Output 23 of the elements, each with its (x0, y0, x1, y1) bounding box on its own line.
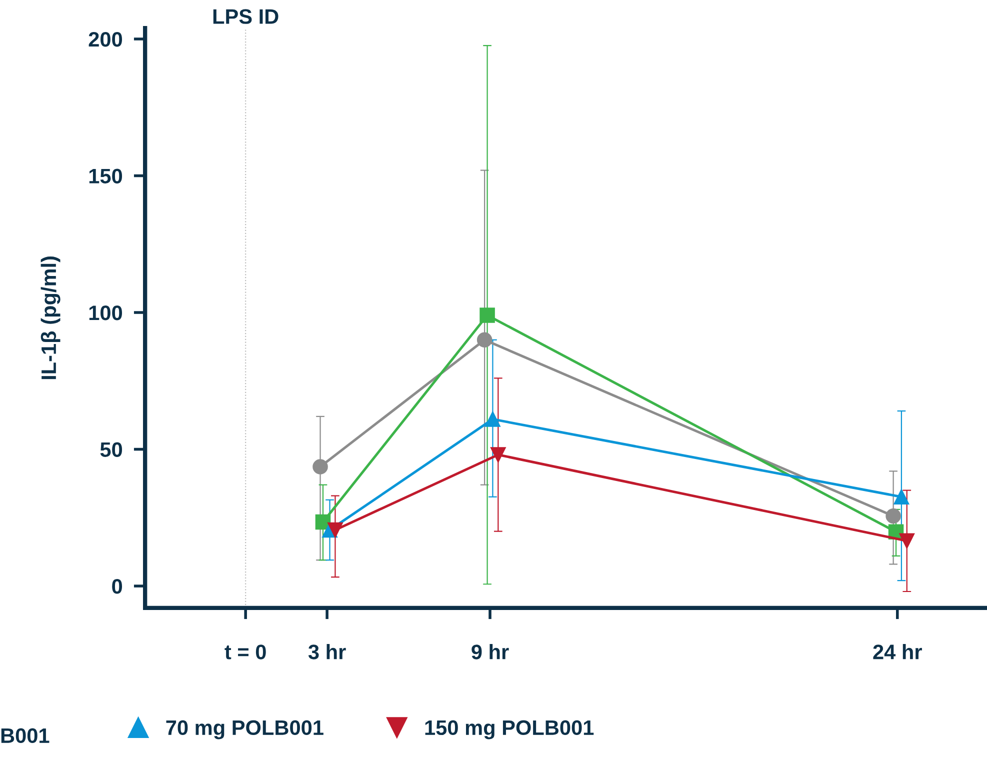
x-tick-label: 9 hr (472, 644, 509, 660)
x-tick-label: 24 hr (873, 644, 922, 660)
point (480, 308, 495, 323)
point (328, 522, 343, 538)
point (894, 489, 910, 505)
point (899, 533, 915, 549)
y-tick-label: 0 (112, 579, 122, 594)
point (476, 332, 492, 348)
y-tick-label: 200 (88, 32, 122, 47)
x-tick-label: t = 0 (224, 644, 266, 660)
point (312, 459, 328, 474)
legend-label: 70 mg POLB001 (166, 720, 324, 740)
y-tick-label: 150 (89, 168, 122, 184)
point (485, 412, 500, 427)
y-axis-title: IL-1β (pg/ml) (40, 256, 60, 380)
y-tick-label: 50 (100, 442, 122, 458)
text: B001 (1, 728, 50, 744)
legend-label: 150 mg POLB001 (425, 720, 594, 740)
point (490, 447, 506, 462)
ref-line-label: LPS ID (213, 9, 278, 24)
point (886, 508, 901, 524)
x-tick-label: 3 hr (308, 644, 346, 660)
y-tick-label: 100 (89, 306, 122, 320)
